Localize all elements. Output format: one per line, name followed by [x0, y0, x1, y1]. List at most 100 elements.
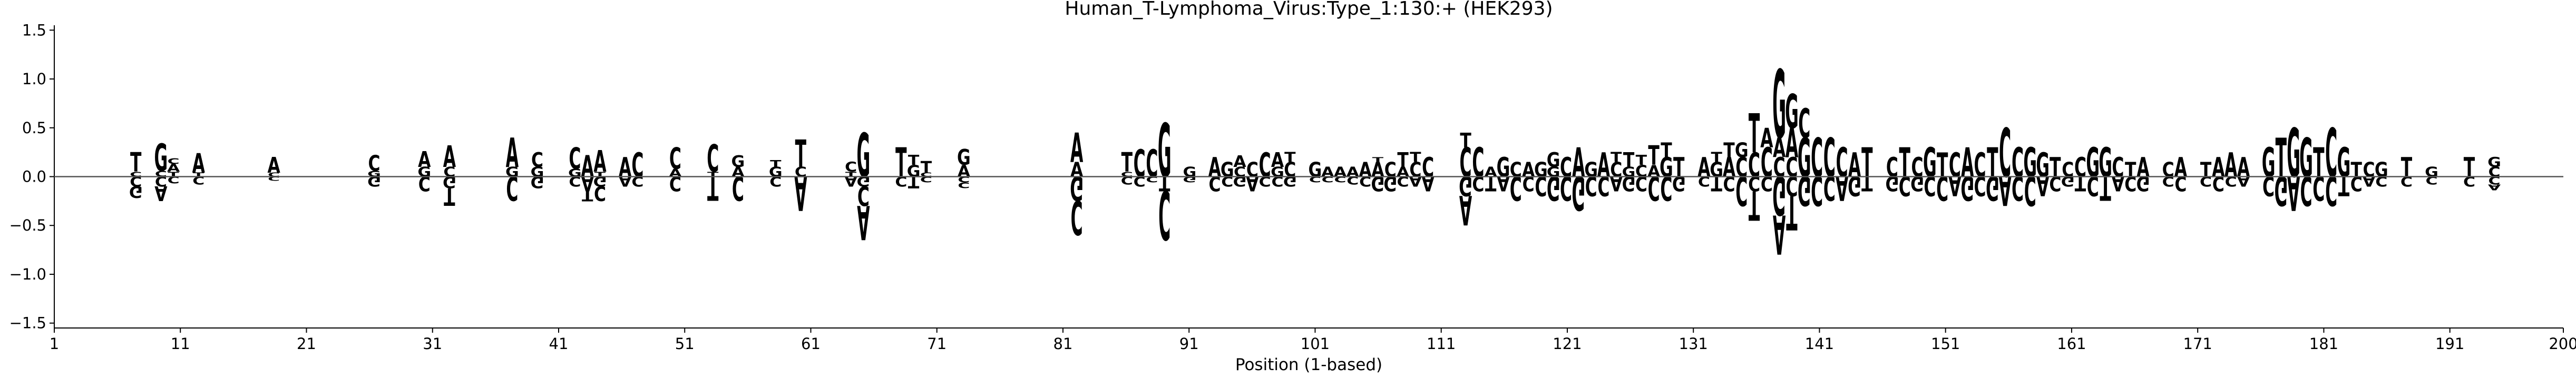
logo-letter-a: A: [2224, 145, 2237, 185]
logo-letter-c: C: [2262, 170, 2275, 201]
svg-text:C: C: [1460, 140, 1472, 186]
logo-letter-t: T: [1786, 185, 1798, 240]
svg-text:C: C: [958, 181, 970, 190]
logo-letter-c: C: [569, 173, 581, 189]
svg-text:T: T: [908, 173, 919, 191]
x-tick-label: 21: [297, 335, 316, 353]
svg-text:A: A: [2224, 145, 2237, 185]
logo-letter-c: C: [1397, 173, 1409, 189]
logo-letter-c: C: [1748, 145, 1760, 185]
logo-letter-c: C: [1811, 167, 1823, 214]
x-tick-label: 171: [2183, 335, 2212, 353]
logo-letter-c: C: [2312, 168, 2325, 208]
svg-text:G: G: [2023, 140, 2037, 186]
logo-letter-c: C: [669, 172, 681, 195]
logo-letter-t: T: [130, 147, 142, 178]
svg-text:C: C: [1735, 152, 1748, 183]
logo-letter-c: C: [1597, 170, 1609, 201]
logo-letter-a: A: [1359, 159, 1371, 182]
logo-letter-c: C: [2325, 114, 2337, 192]
svg-text:C: C: [1134, 173, 1146, 189]
svg-text:C: C: [1823, 127, 1836, 190]
logo-letter-t: T: [921, 158, 932, 176]
svg-text:T: T: [1485, 172, 1497, 195]
logo-letter-g: G: [1772, 164, 1786, 226]
logo-letter-a: A: [192, 148, 206, 179]
logo-letter-c: C: [1460, 140, 1472, 186]
svg-text:G: G: [1622, 172, 1636, 195]
svg-text:T: T: [1987, 140, 1998, 186]
logo-letter-g: G: [1798, 167, 1811, 214]
logo-letter-a: A: [1610, 172, 1623, 195]
svg-text:A: A: [1070, 125, 1083, 172]
logo-letter-c: C: [1359, 173, 1371, 189]
logo-letter-a: A: [1999, 167, 2012, 214]
svg-text:C: C: [1346, 174, 1359, 186]
logo-letter-c: C: [569, 142, 581, 176]
svg-text:G: G: [1459, 170, 1472, 201]
svg-text:A: A: [1233, 152, 1246, 171]
svg-text:A: A: [1572, 140, 1585, 186]
logo-letter-a: A: [1459, 186, 1472, 233]
svg-text:C: C: [1785, 152, 1798, 183]
svg-text:T: T: [1786, 185, 1798, 240]
svg-text:C: C: [631, 145, 643, 185]
svg-text:C: C: [1811, 167, 1823, 214]
logo-letter-t: T: [1987, 140, 1998, 186]
logo-letter-a: A: [1070, 125, 1083, 172]
svg-text:C: C: [1359, 173, 1371, 189]
logo-letter-g: G: [1572, 165, 1585, 220]
logo-letter-t: T: [1611, 150, 1622, 165]
svg-text:A: A: [167, 162, 180, 175]
logo-letter-c: C: [1259, 145, 1271, 185]
svg-text:G: G: [1158, 108, 1172, 194]
svg-text:C: C: [2426, 174, 2438, 186]
logo-letter-c: C: [1911, 152, 1924, 183]
svg-text:T: T: [895, 140, 907, 186]
svg-text:G: G: [1221, 159, 1234, 182]
svg-text:C: C: [192, 174, 204, 186]
logo-letter-t: T: [1284, 150, 1296, 165]
logo-letter-g: G: [857, 121, 871, 191]
logo-letter-c: C: [2350, 172, 2363, 195]
svg-text:A: A: [2488, 183, 2501, 192]
logo-letter-g: G: [2086, 140, 2100, 186]
logo-letter-t: T: [1749, 103, 1760, 165]
svg-text:G: G: [2337, 140, 2351, 186]
svg-text:A: A: [1773, 203, 1785, 265]
svg-text:T: T: [1410, 150, 1421, 165]
logo-letter-g: G: [2099, 140, 2112, 186]
logo-letter-c: C: [2174, 172, 2187, 195]
svg-text:C: C: [1723, 172, 1735, 195]
svg-text:A: A: [2136, 152, 2150, 183]
svg-text:C: C: [1585, 170, 1597, 201]
svg-text:G: G: [1584, 159, 1598, 182]
logo-letter-c: C: [1134, 142, 1146, 186]
svg-text:G: G: [2274, 167, 2288, 214]
svg-text:C: C: [1886, 152, 1898, 183]
logo-letter-g: G: [1735, 140, 1749, 163]
svg-text:T: T: [1397, 149, 1409, 172]
svg-text:C: C: [1811, 127, 1823, 190]
svg-text:T: T: [2050, 152, 2061, 183]
logo-letter-g: G: [907, 162, 921, 181]
svg-text:C: C: [1836, 140, 1848, 186]
svg-text:C: C: [1748, 145, 1760, 185]
logo-letter-c: C: [1761, 140, 1773, 186]
svg-text:G: G: [907, 162, 921, 181]
logo-letter-c: C: [1635, 172, 1647, 195]
svg-text:C: C: [1698, 173, 1710, 189]
svg-text:G: G: [2262, 140, 2276, 186]
logo-letter-t: T: [1861, 172, 1873, 195]
svg-text:T: T: [1861, 140, 1873, 186]
svg-text:C: C: [1761, 140, 1773, 186]
svg-text:A: A: [1371, 159, 1384, 182]
svg-text:A: A: [1948, 170, 1962, 201]
svg-text:C: C: [845, 159, 857, 175]
logo-letter-c: C: [1949, 145, 1961, 185]
logo-letter-c: C: [1785, 152, 1798, 183]
logo-letter-g: G: [2036, 145, 2050, 185]
svg-text:A: A: [1697, 152, 1711, 183]
logo-letter-c: C: [1648, 168, 1660, 208]
y-tick-label: 0.5: [22, 119, 46, 137]
